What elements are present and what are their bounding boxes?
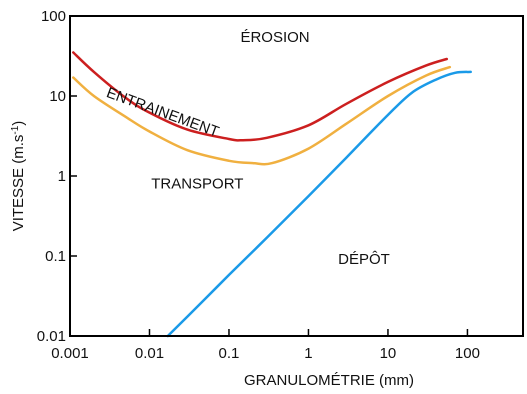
y-axis-label-sup: -1 bbox=[10, 125, 21, 134]
annotation-erosion: ÉROSION bbox=[240, 29, 309, 46]
y-axis-label-end: ) bbox=[10, 121, 27, 126]
x-axis-label: GRANULOMÉTRIE (mm) bbox=[244, 372, 414, 389]
y-tick-label: 100 bbox=[41, 8, 66, 25]
annotations-layer: ÉROSION ENTRAINEMENT TRANSPORT DÉPÔT bbox=[104, 29, 390, 268]
series-line-2 bbox=[72, 65, 452, 166]
x-tick-label: 0.001 bbox=[51, 345, 89, 362]
x-tick-label: 1 bbox=[304, 345, 312, 362]
annotation-transport: TRANSPORT bbox=[151, 175, 243, 192]
series-line-3 bbox=[166, 70, 472, 338]
y-axis-label: VITESSE (m.s-1) bbox=[10, 121, 27, 232]
y-tick-label: 10 bbox=[49, 88, 66, 105]
plot-frame bbox=[69, 15, 524, 337]
y-tick-label: 0.01 bbox=[37, 328, 66, 345]
y-tick-label: 1 bbox=[58, 168, 66, 185]
x-tick-label: 0.01 bbox=[135, 345, 164, 362]
x-tick-label: 100 bbox=[455, 345, 480, 362]
x-tick-label: 10 bbox=[380, 345, 397, 362]
annotation-entrainement: ENTRAINEMENT bbox=[104, 84, 221, 140]
series-layer bbox=[72, 51, 472, 338]
y-tick-label: 0.1 bbox=[45, 248, 66, 265]
series-line-1 bbox=[72, 51, 449, 142]
annotation-depot: DÉPÔT bbox=[338, 251, 390, 268]
y-axis-label-main: VITESSE (m.s bbox=[10, 135, 27, 232]
x-tick-label: 0.1 bbox=[219, 345, 240, 362]
